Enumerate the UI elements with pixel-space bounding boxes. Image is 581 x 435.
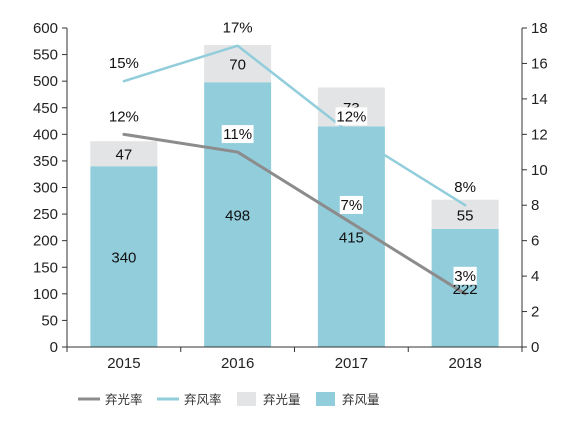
point-label-bg <box>335 107 368 126</box>
left-tick-label: 150 <box>33 259 58 276</box>
right-tick-label: 6 <box>531 233 539 250</box>
right-tick-label: 0 <box>531 339 539 356</box>
right-tick-label: 8 <box>531 197 539 214</box>
legend-box-swatch <box>237 392 256 406</box>
left-tick-label: 300 <box>33 180 58 197</box>
legend-label: 弃光量 <box>263 392 301 407</box>
left-tick-label: 350 <box>33 153 58 170</box>
left-tick-label: 50 <box>41 312 58 329</box>
right-tick-label: 12 <box>531 126 548 143</box>
line-solar-curtailment-rate <box>122 132 467 296</box>
left-tick-label: 250 <box>33 206 58 223</box>
point-value-label: 17% <box>223 20 253 37</box>
right-tick-label: 18 <box>531 20 548 37</box>
point-label-bg <box>453 266 477 285</box>
bar-wind-value-label: 415 <box>339 230 364 247</box>
bar-wind-value-label: 222 <box>453 281 478 298</box>
point-value-label: 7% <box>341 197 363 214</box>
x-tick-label: 2018 <box>448 355 481 372</box>
legend-label: 弃风量 <box>342 392 380 407</box>
point-value-label: 15% <box>109 55 139 72</box>
bar-wind-value-label: 340 <box>111 250 136 267</box>
point-label-bg <box>107 107 140 126</box>
x-tick-label: 2016 <box>221 355 254 372</box>
bar-wind-2015 <box>90 166 158 347</box>
left-tick-label: 100 <box>33 286 58 303</box>
bar-solar-value-label: 47 <box>116 147 133 164</box>
point-value-label: 11% <box>223 126 252 143</box>
left-tick-label: 550 <box>33 47 58 64</box>
legend-box-swatch <box>316 392 335 406</box>
point-label-bg <box>107 54 140 73</box>
x-tick-label: 2017 <box>335 355 368 372</box>
line-wind-curtailment-rate <box>122 44 467 207</box>
right-tick-label: 14 <box>531 91 548 108</box>
legend-label: 弃风率 <box>184 392 222 407</box>
legend-label: 弃光率 <box>105 392 143 407</box>
left-tick-label: 0 <box>50 339 58 356</box>
point-value-label: 12% <box>336 108 366 125</box>
point-value-label: 12% <box>109 108 139 125</box>
right-tick-label: 2 <box>531 304 539 321</box>
left-tick-label: 500 <box>33 73 58 90</box>
left-tick-label: 450 <box>33 100 58 117</box>
bar-wind-2018 <box>431 228 499 347</box>
point-label-bg <box>221 125 254 144</box>
x-tick-label: 2015 <box>107 355 140 372</box>
left-tick-label: 600 <box>33 20 58 37</box>
right-tick-label: 16 <box>531 55 548 72</box>
bar-solar-2015 <box>90 141 158 167</box>
right-tick-label: 10 <box>531 162 548 179</box>
bar-solar-value-label: 70 <box>229 57 246 74</box>
point-label-bg <box>221 18 254 37</box>
point-value-label: 3% <box>454 268 476 285</box>
bar-solar-value-label: 55 <box>457 207 474 224</box>
point-value-label: 8% <box>454 179 476 196</box>
left-tick-label: 400 <box>33 126 58 143</box>
point-label-bg <box>339 195 363 214</box>
right-tick-label: 4 <box>531 268 539 285</box>
bar-wind-value-label: 498 <box>225 208 250 225</box>
left-tick-label: 200 <box>33 233 58 250</box>
point-label-bg <box>453 178 477 197</box>
